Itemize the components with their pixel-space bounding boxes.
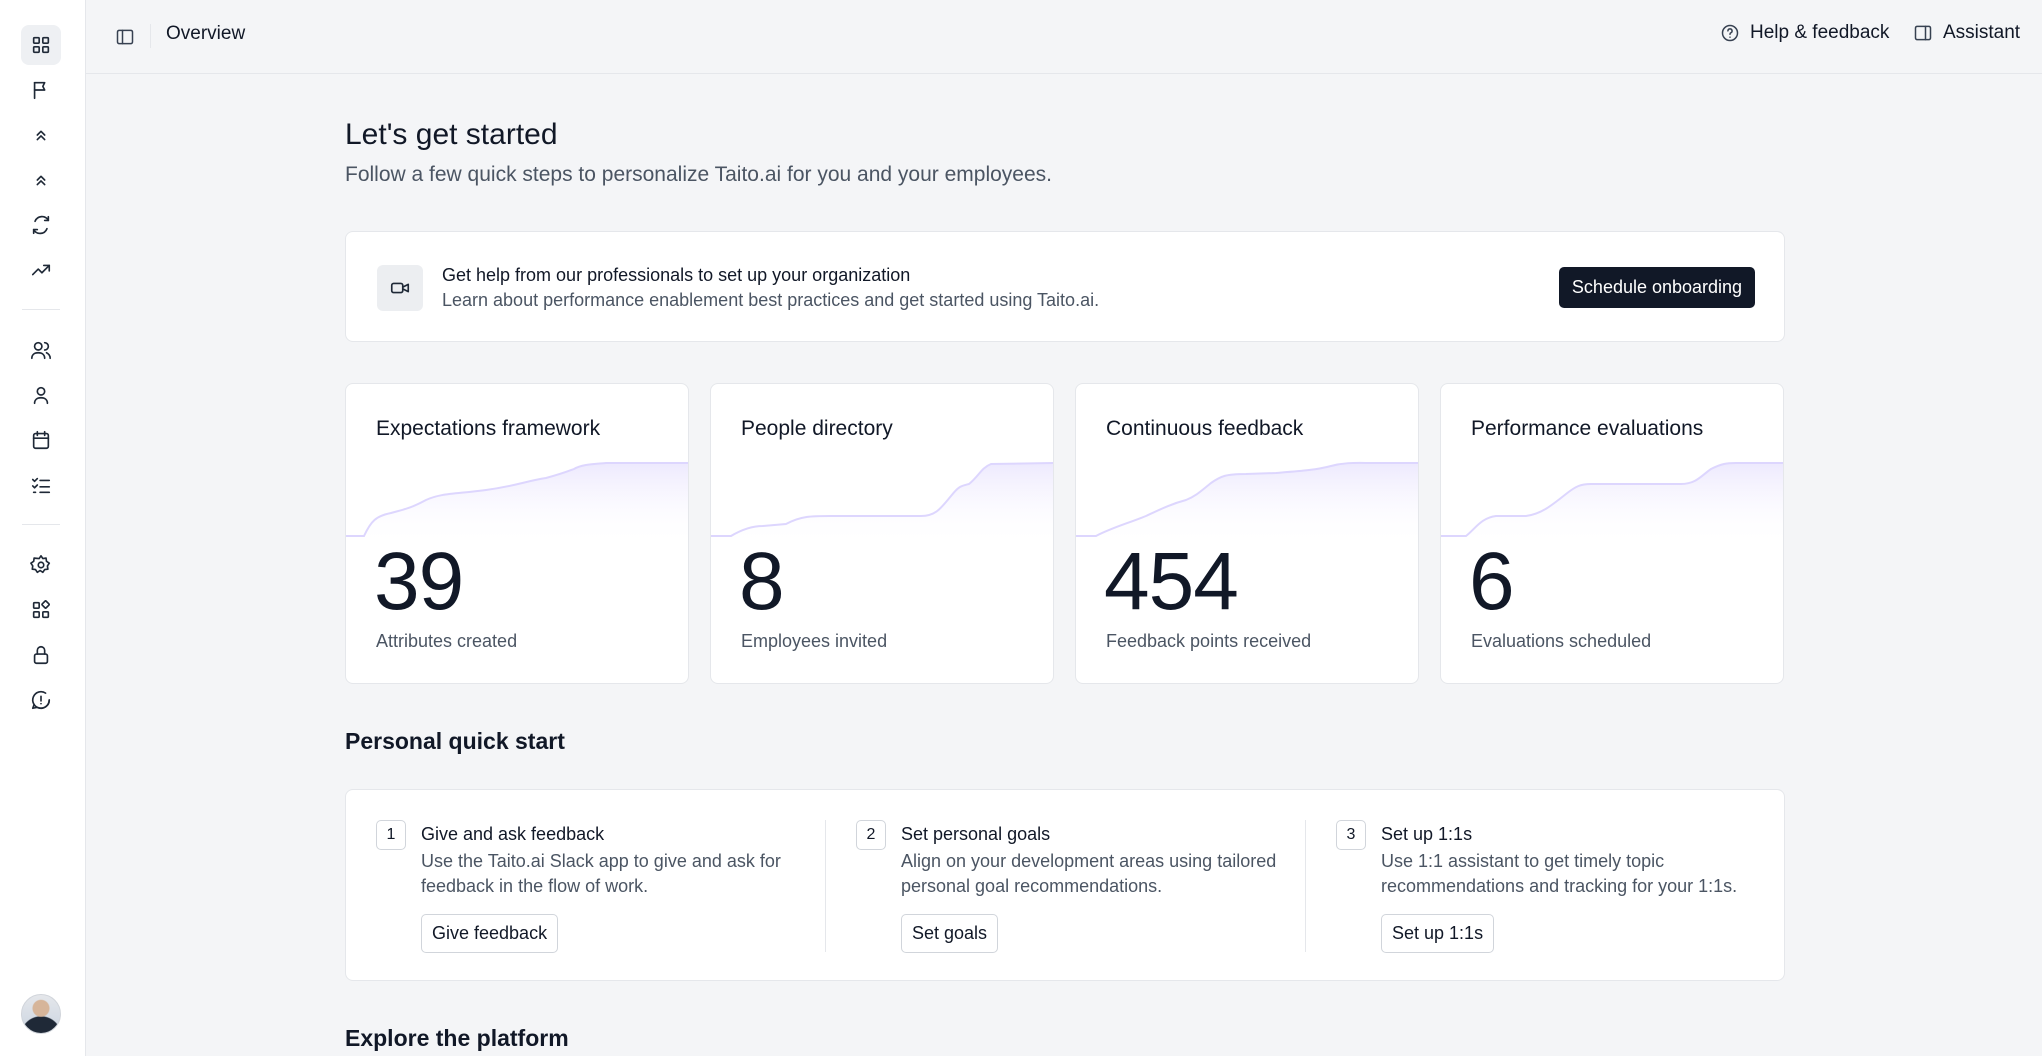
explore-heading: Explore the platform bbox=[345, 1025, 569, 1051]
gear-icon[interactable] bbox=[21, 545, 61, 585]
sidebar-toggle-icon[interactable] bbox=[110, 22, 140, 52]
onboarding-description: Learn about performance enablement best … bbox=[442, 290, 1100, 310]
avatar[interactable] bbox=[21, 994, 61, 1034]
stat-title: Performance evaluations bbox=[1471, 417, 1704, 440]
page-title: Overview bbox=[166, 23, 246, 44]
step-divider bbox=[825, 820, 826, 952]
assistant-label: Assistant bbox=[1943, 22, 2021, 43]
stat-card-people[interactable]: People directory 8 Employees invited bbox=[710, 383, 1054, 684]
flag-icon[interactable] bbox=[21, 70, 61, 110]
set-goals-button[interactable]: Set goals bbox=[901, 914, 999, 953]
step-divider bbox=[1305, 820, 1306, 952]
step-description: Align on your development areas using ta… bbox=[901, 851, 1277, 896]
stat-value: 39 bbox=[374, 536, 464, 627]
give-feedback-button[interactable]: Give feedback bbox=[421, 914, 559, 953]
topbar: Overview Help & feedback Assistant bbox=[86, 0, 2042, 74]
sparkline bbox=[346, 462, 688, 546]
chevrons-up-icon[interactable] bbox=[21, 115, 61, 155]
quick-start-heading: Personal quick start bbox=[345, 728, 565, 754]
stat-value: 8 bbox=[739, 536, 785, 627]
sidebar-divider bbox=[22, 309, 60, 310]
stat-label: Evaluations scheduled bbox=[1471, 631, 1652, 651]
step-number: 1 bbox=[376, 820, 406, 850]
stat-title: Continuous feedback bbox=[1106, 417, 1304, 440]
lock-icon[interactable] bbox=[21, 635, 61, 675]
stat-label: Employees invited bbox=[741, 631, 888, 651]
step-number: 2 bbox=[856, 820, 886, 850]
stat-label: Feedback points received bbox=[1106, 631, 1312, 651]
stat-label: Attributes created bbox=[376, 631, 518, 651]
calendar-icon[interactable] bbox=[21, 420, 61, 460]
users-icon[interactable] bbox=[21, 330, 61, 370]
trending-up-icon[interactable] bbox=[21, 250, 61, 290]
sparkline bbox=[1441, 462, 1783, 546]
intro-title: Let's get started bbox=[345, 118, 558, 151]
step-description: Use the Taito.ai Slack app to give and a… bbox=[421, 851, 781, 896]
help-circle-icon bbox=[1721, 24, 1739, 42]
refresh-icon[interactable] bbox=[21, 205, 61, 245]
quick-start-card: 1 Give and ask feedback Use the Taito.ai… bbox=[345, 789, 1785, 981]
panel-right-icon bbox=[1914, 25, 1932, 41]
help-feedback-button[interactable]: Help & feedback bbox=[1720, 22, 1889, 44]
sparkline bbox=[1076, 461, 1418, 546]
set-up-one-on-ones-button[interactable]: Set up 1:1s bbox=[1381, 914, 1495, 953]
sidebar bbox=[0, 0, 86, 1056]
schedule-onboarding-button[interactable]: Schedule onboarding bbox=[1559, 267, 1755, 308]
apps-icon[interactable] bbox=[21, 590, 61, 630]
user-icon[interactable] bbox=[21, 375, 61, 415]
help-feedback-label: Help & feedback bbox=[1750, 22, 1890, 43]
grid-icon[interactable] bbox=[21, 25, 61, 65]
onboarding-title: Get help from our professionals to set u… bbox=[442, 265, 911, 285]
stat-value: 6 bbox=[1469, 536, 1515, 627]
stat-title: Expectations framework bbox=[376, 417, 601, 440]
stat-card-expectations[interactable]: Expectations framework 39 Attributes cre… bbox=[345, 383, 689, 684]
alert-message-icon[interactable] bbox=[21, 680, 61, 720]
sparkline bbox=[711, 462, 1053, 546]
chevrons-up-icon[interactable] bbox=[21, 160, 61, 200]
topbar-divider bbox=[150, 24, 151, 48]
assistant-button[interactable]: Assistant bbox=[1913, 22, 2020, 44]
step-title: Set up 1:1s bbox=[1381, 824, 1473, 844]
stat-value: 454 bbox=[1104, 536, 1239, 627]
sidebar-divider bbox=[22, 524, 60, 525]
stat-card-evaluations[interactable]: Performance evaluations 6 Evaluations sc… bbox=[1440, 383, 1784, 684]
step-title: Give and ask feedback bbox=[421, 824, 605, 844]
stat-title: People directory bbox=[741, 417, 893, 440]
stat-card-feedback[interactable]: Continuous feedback 454 Feedback points … bbox=[1075, 383, 1419, 684]
list-checks-icon[interactable] bbox=[21, 465, 61, 505]
step-number: 3 bbox=[1336, 820, 1366, 850]
intro-subtitle: Follow a few quick steps to personalize … bbox=[345, 163, 1052, 186]
onboarding-card: Get help from our professionals to set u… bbox=[345, 231, 1785, 342]
step-title: Set personal goals bbox=[901, 824, 1051, 844]
video-camera-icon bbox=[377, 265, 423, 311]
step-description: Use 1:1 assistant to get timely topic re… bbox=[1381, 851, 1738, 896]
